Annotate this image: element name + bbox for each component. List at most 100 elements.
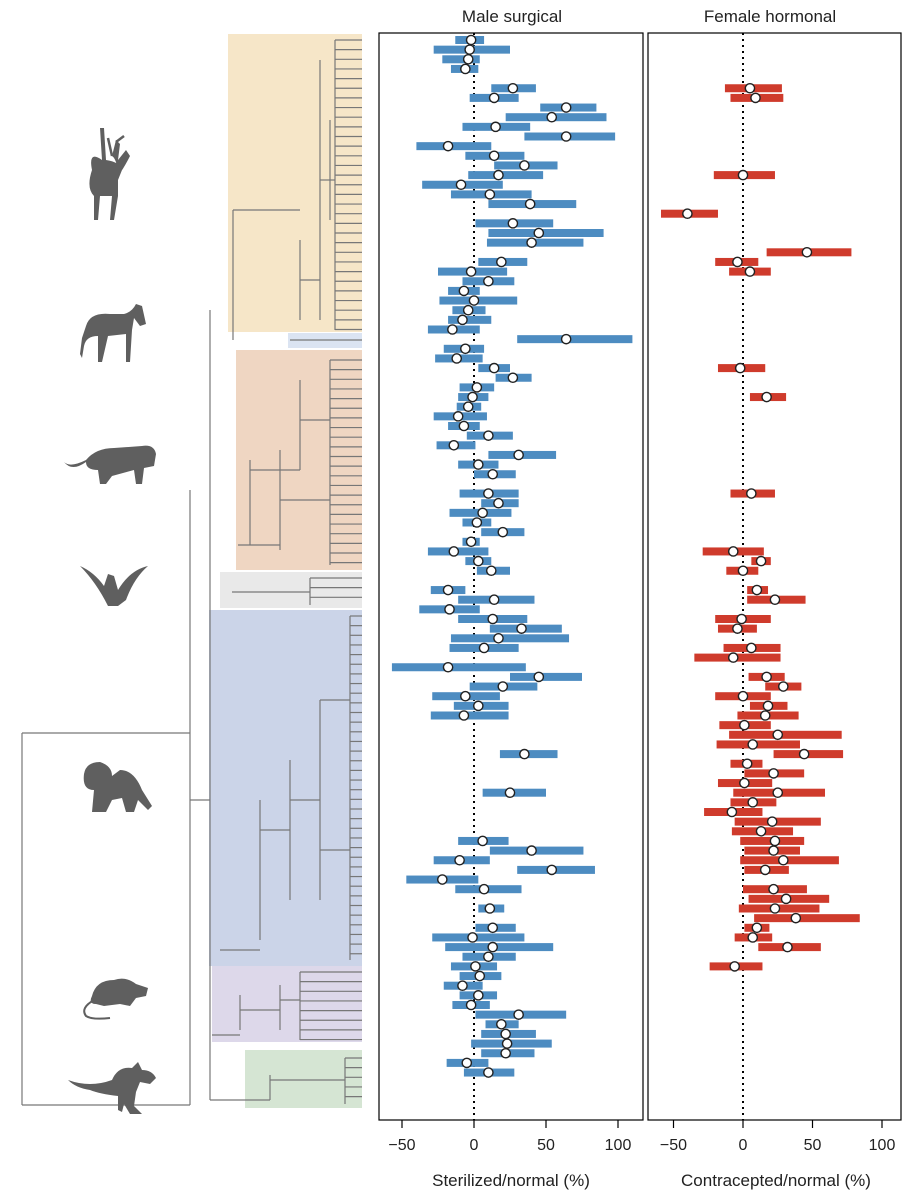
- male-point-estimate: [516, 623, 527, 634]
- female-point-estimate: [772, 787, 784, 799]
- female-tick-label: 50: [804, 1137, 822, 1154]
- male-tick-label: 100: [605, 1137, 632, 1154]
- male-point-estimate: [507, 82, 519, 94]
- male-interval-bar: [432, 933, 525, 942]
- male-point-estimate: [487, 941, 499, 953]
- male-point-estimate: [500, 1028, 511, 1040]
- male-interval-bar: [488, 229, 604, 237]
- male-point-estimate: [560, 102, 572, 113]
- rat-icon: [83, 978, 148, 1020]
- female-point-estimate: [732, 256, 743, 268]
- male-point-estimate: [470, 961, 481, 972]
- male-point-estimate: [533, 671, 545, 683]
- male-point-estimate: [473, 555, 484, 567]
- male-panel-title: Male surgical: [462, 7, 562, 26]
- male-point-estimate: [467, 391, 478, 403]
- male-point-estimate: [496, 256, 507, 268]
- clade-shading-primates: [209, 610, 362, 966]
- clade-shading-carnivora: [236, 350, 362, 570]
- male-point-estimate: [464, 44, 475, 55]
- female-point-estimate: [729, 961, 740, 972]
- female-point-estimate: [778, 681, 789, 692]
- male-interval-bar: [445, 943, 554, 952]
- female-point-estimate: [746, 642, 757, 654]
- female-point-estimate: [769, 835, 781, 847]
- male-point-estimate: [526, 237, 537, 248]
- female-point-estimate: [778, 854, 789, 866]
- male-point-estimate: [488, 594, 500, 606]
- clade-shading-rodentia: [212, 966, 362, 1042]
- male-point-estimate: [488, 92, 500, 104]
- male-point-estimate: [488, 362, 500, 374]
- female-point-estimate: [746, 488, 757, 499]
- male-point-estimate: [493, 497, 504, 509]
- male-interval-bar: [391, 663, 526, 672]
- male-tick-label: −50: [388, 1137, 415, 1154]
- female-point-estimate: [744, 266, 756, 277]
- male-point-estimate: [483, 488, 494, 499]
- lion-icon: [64, 445, 156, 484]
- male-point-estimate: [461, 1057, 473, 1069]
- female-point-estimate: [761, 671, 772, 683]
- female-panel-title: Female hormonal: [704, 7, 836, 26]
- female-point-estimate: [768, 768, 779, 779]
- female-point-estimate: [747, 739, 759, 750]
- female-tick-label: 100: [869, 1137, 896, 1154]
- female-point-estimate: [768, 845, 779, 856]
- male-point-estimate: [546, 111, 558, 123]
- female-point-estimate: [751, 584, 763, 596]
- male-interval-bar: [448, 315, 492, 324]
- male-point-estimate: [560, 333, 572, 345]
- female-point-estimate: [744, 82, 756, 94]
- male-point-estimate: [497, 526, 509, 538]
- male-point-estimate: [483, 275, 494, 287]
- female-point-estimate: [766, 816, 778, 827]
- female-point-estimate: [761, 391, 772, 403]
- male-interval-bar: [517, 335, 633, 344]
- female-point-estimate: [727, 546, 739, 557]
- male-point-estimate: [452, 411, 464, 422]
- clade-shading-artiodactyla: [228, 34, 362, 332]
- male-point-estimate: [524, 198, 536, 210]
- male-point-estimate: [478, 642, 490, 654]
- male-point-estimate: [467, 932, 478, 943]
- female-point-estimate: [751, 922, 763, 934]
- female-point-estimate: [734, 362, 746, 374]
- female-point-estimate: [682, 208, 693, 219]
- male-point-estimate: [487, 613, 499, 625]
- female-tick-label: 0: [739, 1137, 748, 1154]
- male-point-estimate: [488, 150, 500, 162]
- female-point-estimate: [759, 710, 771, 721]
- male-point-estimate: [471, 382, 483, 393]
- clade-shading-marsupialia: [245, 1050, 362, 1108]
- female-point-estimate: [750, 92, 761, 104]
- male-point-estimate: [493, 169, 504, 181]
- female-interval-bar: [729, 730, 842, 739]
- male-point-estimate: [437, 874, 448, 885]
- male-point-estimate: [442, 140, 454, 152]
- female-point-estimate: [780, 893, 792, 905]
- male-point-estimate: [455, 179, 467, 191]
- male-point-estimate: [465, 266, 477, 277]
- female-point-estimate: [790, 912, 802, 924]
- female-point-estimate: [736, 613, 747, 625]
- female-x-axis: −50 0 50 100: [660, 1120, 896, 1154]
- male-point-estimate: [462, 54, 474, 65]
- male-point-estimate: [444, 604, 455, 615]
- male-point-estimate: [501, 1038, 513, 1049]
- male-point-estimate: [487, 922, 499, 934]
- male-interval-bar: [416, 142, 492, 151]
- male-point-estimate: [458, 420, 470, 432]
- female-interval-bar: [716, 740, 800, 749]
- male-point-estimate: [493, 633, 504, 644]
- male-point-estimate: [483, 430, 494, 441]
- male-interval-bar: [450, 634, 570, 643]
- male-interval-bar: [468, 171, 544, 180]
- male-point-estimate: [471, 517, 483, 528]
- female-point-estimate: [739, 719, 750, 731]
- female-point-estimate: [747, 797, 759, 808]
- female-point-estimate: [755, 826, 767, 837]
- male-point-estimate: [473, 700, 484, 712]
- bat-icon: [80, 566, 148, 606]
- male-point-estimate: [500, 1047, 511, 1059]
